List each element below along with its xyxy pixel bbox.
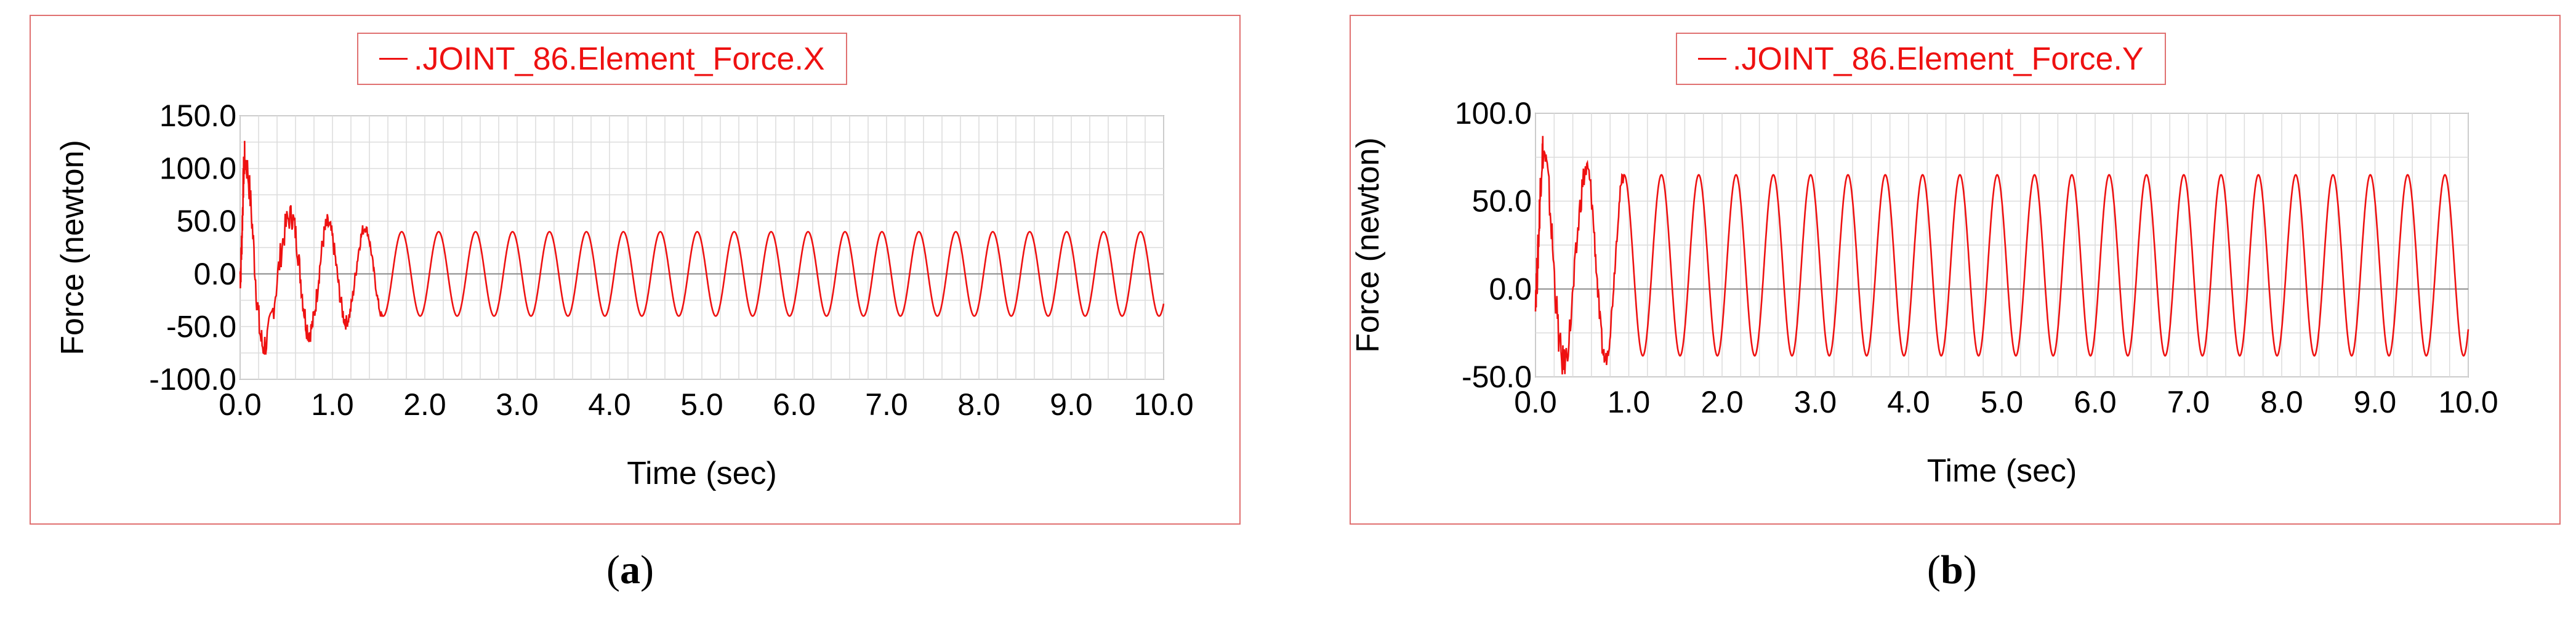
series-line <box>239 140 1165 355</box>
x-tick-label: 3.0 <box>496 387 539 422</box>
x-tick-label: 2.0 <box>1701 385 1744 419</box>
caption-b: (b) <box>1927 547 1977 592</box>
legend-a: .JOINT_86.Element_Force.X <box>357 33 847 85</box>
legend-label-b: .JOINT_86.Element_Force.Y <box>1733 41 2144 77</box>
x-tick-label: 8.0 <box>2260 385 2303 419</box>
y-tick-label: -50.0 <box>166 309 236 344</box>
y-tick-label: 0.0 <box>193 257 236 291</box>
x-tick-label: 1.0 <box>1608 385 1651 419</box>
x-tick-label: 7.0 <box>2167 385 2210 419</box>
legend-b: .JOINT_86.Element_Force.Y <box>1676 33 2166 85</box>
x-tick-label: 9.0 <box>1050 387 1093 422</box>
caption-a: (a) <box>606 547 654 592</box>
chart-panel-b: .JOINT_86.Element_Force.Y 0.0 1.0 2.0 3.0 4.… <box>1350 15 2561 525</box>
y-tick-label: 0.0 <box>1489 272 1532 306</box>
x-tick-label: 0.0 <box>1514 385 1557 419</box>
x-axis-label: Time (sec) <box>1927 453 2077 489</box>
x-tick-label: 5.0 <box>1981 385 2024 419</box>
x-tick-label: 10.0 <box>1133 387 1193 422</box>
x-tick-label: 5.0 <box>680 387 723 422</box>
y-axis-label: Force (newton) <box>55 140 91 355</box>
x-tick-label: 0.0 <box>219 387 262 422</box>
y-tick-label: -100.0 <box>149 362 236 397</box>
x-tick-label: 2.0 <box>403 387 446 422</box>
x-tick-label: 8.0 <box>957 387 1000 422</box>
legend-label-a: .JOINT_86.Element_Force.X <box>414 41 825 77</box>
y-tick-label: 150.0 <box>159 99 236 133</box>
y-axis-label: Force (newton) <box>1351 137 1386 353</box>
x-tick-label: 3.0 <box>1794 385 1837 419</box>
legend-swatch-b <box>1698 58 1726 60</box>
x-tick-label: 7.0 <box>865 387 908 422</box>
plot-b: 0.0 1.0 2.0 3.0 4.0 5.0 6.0 7.0 8.0 9.0 10.0-50.00… <box>1351 96 2498 489</box>
series-line <box>1534 135 2469 375</box>
legend-swatch-a <box>379 58 408 60</box>
x-tick-label: 4.0 <box>588 387 631 422</box>
x-tick-label: 6.0 <box>2074 385 2117 419</box>
y-tick-label: 100.0 <box>159 151 236 186</box>
x-axis-label: Time (sec) <box>627 456 777 491</box>
y-tick-label: 50.0 <box>1472 184 1532 219</box>
y-tick-label: 50.0 <box>177 204 236 238</box>
y-tick-label: -50.0 <box>1462 360 1532 394</box>
x-tick-label: 9.0 <box>2354 385 2397 419</box>
x-tick-label: 1.0 <box>311 387 354 422</box>
plot-a: 0.0 1.0 2.0 3.0 4.0 5.0 6.0 7.0 8.0 9.0 10.0 -100.0… <box>55 99 1194 491</box>
y-tick-label: 100.0 <box>1455 96 1532 131</box>
x-tick-label: 10.0 <box>2438 385 2498 419</box>
chart-panel-a: .JOINT_86.Element_Force.X 0.0 1.0 2.0 3.0 4.… <box>30 15 1241 525</box>
x-tick-label: 6.0 <box>773 387 816 422</box>
x-tick-label: 4.0 <box>1887 385 1930 419</box>
